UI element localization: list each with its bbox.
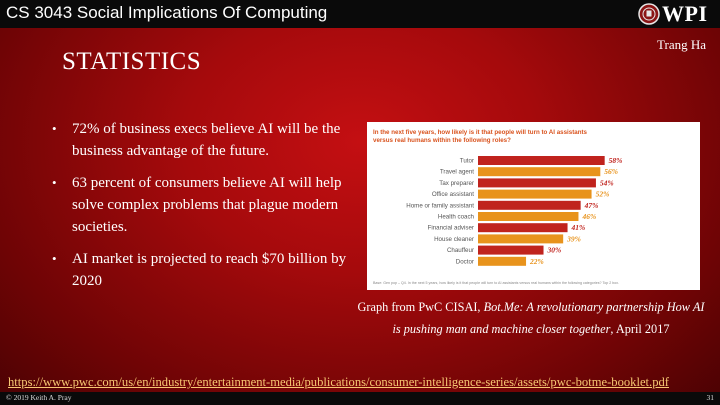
bullet-item: • 72% of business execs believe AI will b… [52, 118, 352, 162]
value-label: 54% [600, 178, 614, 187]
value-label: 56% [604, 167, 618, 176]
value-label: 47% [584, 201, 599, 210]
caption-italic: Bot.Me: A revolutionary partnership How … [392, 300, 705, 336]
bullet-list: • 72% of business execs believe AI will b… [52, 118, 352, 302]
author-name: Trang Ha [657, 37, 706, 52]
value-label: 41% [571, 223, 586, 232]
bar [478, 156, 605, 165]
caption-suffix: , April 2017 [610, 322, 670, 336]
course-title: CS 3043 Social Implications Of Computing [6, 3, 328, 22]
chart-title: In the next five years, how likely is it… [373, 129, 588, 144]
bullet-text: AI market is projected to reach $70 bill… [72, 251, 347, 289]
chart-footnote: Base: Gen pop – Q4. In the next 5 years,… [373, 281, 619, 285]
category-label: Financial adviser [428, 225, 474, 232]
bullet-dot-icon: • [52, 251, 57, 266]
bar [478, 167, 601, 177]
bar [478, 223, 568, 233]
footer-bar: © 2019 Keith A. Pray 31 [0, 392, 720, 405]
value-label: 39% [566, 234, 581, 243]
bar-chart: In the next five years, how likely is it… [373, 129, 623, 285]
bullet-text: 63 percent of consumers believe AI will … [72, 175, 342, 235]
chart-image: In the next five years, how likely is it… [367, 122, 700, 290]
bullet-item: • 63 percent of consumers believe AI will… [52, 172, 352, 238]
bullet-dot-icon: • [52, 175, 57, 190]
value-label: 58% [609, 156, 623, 165]
value-label: 22% [529, 257, 544, 266]
bar [478, 178, 596, 188]
slide-title: STATISTICS [62, 48, 202, 75]
bar [478, 234, 564, 244]
copyright-text: © 2019 Keith A. Pray [6, 393, 72, 402]
category-label: Chauffeur [447, 247, 474, 254]
category-label: House cleaner [434, 236, 474, 243]
value-label: 30% [547, 246, 562, 255]
category-label: Doctor [456, 258, 474, 265]
category-label: Home or family assistant [406, 202, 474, 209]
bar [478, 245, 544, 255]
bullet-text: 72% of business execs believe AI will be… [72, 121, 341, 159]
header-bar: CS 3043 Social Implications Of Computing… [0, 0, 720, 28]
page-number: 31 [706, 393, 715, 402]
category-label: Office assistant [432, 191, 474, 198]
bar [478, 212, 579, 221]
bar [478, 256, 527, 266]
category-label: Health coach [438, 214, 475, 221]
value-label: 46% [581, 212, 596, 221]
category-label: Travel agent [440, 169, 474, 176]
graph-caption: Graph from PwC CISAI, Bot.Me: A revoluti… [352, 296, 710, 340]
bar [478, 189, 592, 199]
caption-prefix: Graph from PwC CISAI, [357, 300, 484, 314]
source-link[interactable]: https://www.pwc.com/us/en/industry/enter… [8, 375, 669, 389]
bar [478, 200, 581, 210]
wpi-logo: WPI [662, 1, 708, 26]
category-label: Tax preparer [439, 180, 474, 187]
value-label: 52% [596, 190, 610, 199]
bullet-dot-icon: • [52, 121, 57, 136]
bullet-item: • AI market is projected to reach $70 bil… [52, 248, 352, 292]
wpi-seal-icon [638, 3, 660, 25]
category-label: Tutor [460, 158, 474, 165]
